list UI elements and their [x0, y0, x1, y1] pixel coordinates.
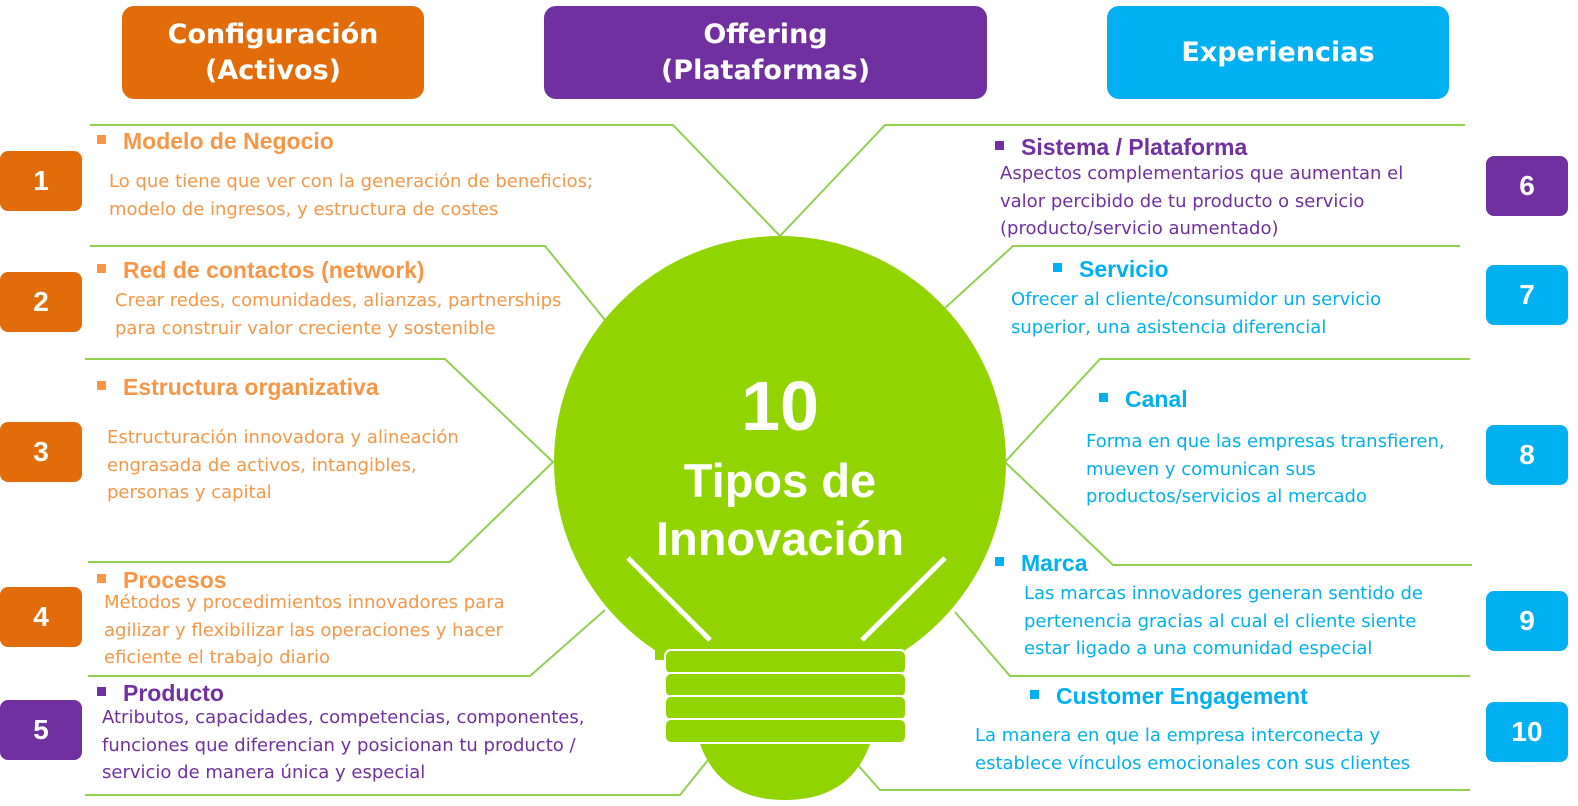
item-desc-5: Atributos, capacidades, competencias, co…	[102, 707, 585, 783]
bullet-icon	[97, 687, 106, 697]
item-title-3: Estructura organizativa	[97, 374, 379, 401]
number-badge-9: 9	[1486, 591, 1568, 651]
bulb-base-ring-4	[664, 718, 907, 744]
bullet-icon	[97, 135, 106, 145]
item-title-10: Customer Engagement	[1030, 683, 1308, 710]
item-desc-4: Métodos y procedimientos innovadores par…	[104, 592, 505, 668]
item-title-2: Red de contactos (network)	[97, 257, 425, 284]
item-title-4: Procesos	[97, 567, 227, 594]
lightbulb-icon	[554, 236, 1006, 800]
header-configuracion: Configuración (Activos)	[122, 6, 424, 99]
header-offering: Offering (Plataformas)	[544, 6, 987, 99]
item-title-text: Modelo de Negocio	[123, 128, 334, 154]
item-desc-1: Lo que tiene que ver con la generación d…	[109, 171, 594, 220]
bullet-icon	[995, 557, 1004, 567]
item-desc-6: Aspectos complementarios que aumentan el…	[1000, 163, 1404, 239]
item-title-5: Producto	[97, 680, 224, 707]
center-title: Tipos de Innovación	[655, 454, 905, 565]
bullet-icon	[97, 264, 106, 274]
number-badge-4: 4	[0, 587, 82, 647]
bullet-icon	[995, 141, 1004, 151]
bullet-icon	[1053, 263, 1062, 273]
connector-line-1	[90, 124, 781, 237]
bulb-globe	[554, 236, 1006, 688]
item-desc-7: Ofrecer al cliente/consumidor un servici…	[1011, 289, 1382, 338]
bullet-icon	[1030, 690, 1039, 700]
center-number: 10	[741, 367, 819, 445]
item-desc-3: Estructuración innovadora y alineación e…	[107, 427, 459, 503]
item-title-9: Marca	[995, 550, 1087, 577]
item-desc-8: Forma en que las empresas transfieren, m…	[1086, 431, 1445, 507]
number-badge-3: 3	[0, 422, 82, 482]
number-badge-2: 2	[0, 272, 82, 332]
item-title-text: Estructura organizativa	[123, 374, 379, 400]
number-badge-10: 10	[1486, 702, 1568, 762]
number-badge-5: 5	[0, 700, 82, 760]
connector-line-4	[88, 609, 606, 677]
connector-lines	[85, 124, 1472, 796]
item-title-text: Producto	[123, 680, 224, 706]
bullet-icon	[97, 574, 106, 584]
header-experiencias: Experiencias	[1107, 6, 1449, 99]
connector-line-5	[85, 744, 721, 796]
number-badge-8: 8	[1486, 425, 1568, 485]
bulb-base-ring-3	[664, 695, 907, 721]
filament-right	[860, 556, 947, 642]
connector-line-6	[779, 124, 1465, 237]
item-title-1: Modelo de Negocio	[97, 128, 334, 155]
item-title-6: Sistema / Plataforma	[995, 134, 1247, 161]
item-title-text: Servicio	[1079, 256, 1169, 282]
connector-line-9	[954, 611, 1470, 677]
item-title-text: Red de contactos (network)	[123, 257, 425, 283]
number-badge-6: 6	[1486, 156, 1568, 216]
item-title-text: Customer Engagement	[1056, 683, 1308, 709]
number-badge-7: 7	[1486, 265, 1568, 325]
filament-left	[626, 556, 712, 642]
bulb-tip	[700, 744, 870, 800]
item-title-text: Sistema / Plataforma	[1021, 134, 1248, 160]
bulb-neck	[655, 600, 905, 660]
bullet-icon	[1099, 393, 1108, 403]
connector-line-7	[944, 245, 1460, 309]
number-badge-1: 1	[0, 151, 82, 211]
connector-line-2	[90, 245, 606, 321]
item-title-text: Canal	[1125, 386, 1188, 412]
item-title-8: Canal	[1099, 386, 1188, 413]
item-title-7: Servicio	[1053, 256, 1169, 283]
connector-line-3	[85, 358, 555, 563]
item-title-text: Marca	[1021, 550, 1088, 576]
bulb-base-ring-1	[664, 649, 907, 675]
item-desc-9: Las marcas innovadores generan sentido d…	[1024, 583, 1424, 659]
item-desc-2: Crear redes, comunidades, alianzas, part…	[115, 290, 562, 339]
item-desc-10: La manera en que la empresa interconecta…	[975, 725, 1411, 774]
item-title-text: Procesos	[123, 567, 227, 593]
bulb-base-ring-2	[664, 672, 907, 698]
bullet-icon	[97, 381, 106, 391]
